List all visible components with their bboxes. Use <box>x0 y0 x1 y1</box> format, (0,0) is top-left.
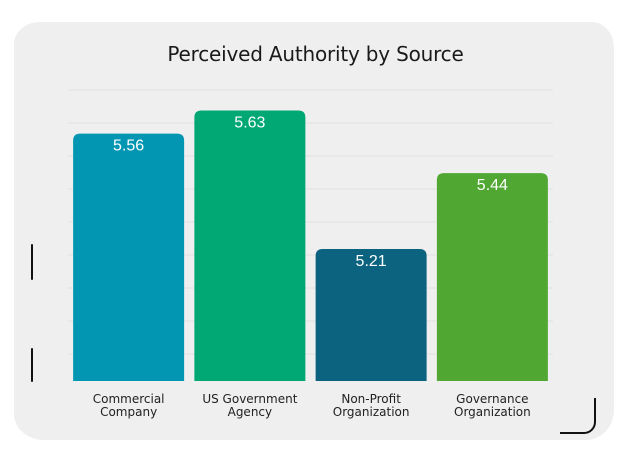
x-tick-label: Organization <box>333 405 410 419</box>
bar <box>73 133 185 381</box>
x-tick-label: Organization <box>454 405 531 419</box>
x-tick-label: Non-Profit <box>341 392 401 406</box>
x-tick-label: Agency <box>228 405 273 419</box>
bar <box>315 249 427 381</box>
bar <box>194 110 306 381</box>
x-tick-label: US Government <box>202 392 297 406</box>
data-label: 5.44 <box>477 177 508 194</box>
decorative-stroke-left-2 <box>31 348 33 382</box>
bar <box>436 173 548 381</box>
data-label: 5.21 <box>356 253 387 270</box>
x-tick-label: Commercial <box>93 392 165 406</box>
x-tick-label: Governance <box>456 392 528 406</box>
decorative-corner-stroke <box>560 398 596 434</box>
decorative-stroke-left-1 <box>31 244 33 280</box>
chart-title: Perceived Authority by Source <box>167 42 464 66</box>
data-label: 5.63 <box>234 114 265 131</box>
x-tick-label: Company <box>100 405 157 419</box>
data-label: 5.56 <box>113 138 144 155</box>
